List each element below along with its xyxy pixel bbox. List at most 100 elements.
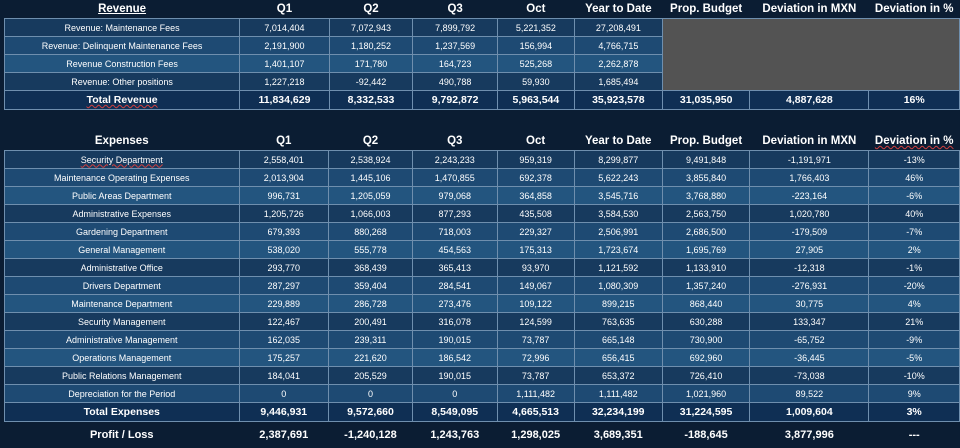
profit-loss-value: 1,298,025: [497, 422, 574, 448]
hatched-placeholder: [662, 19, 959, 91]
revenue-header-label: Oct: [526, 3, 545, 15]
value-cell: 93,970: [497, 259, 574, 277]
total-value: 32,234,199: [574, 403, 662, 422]
row-label: Operations Management: [5, 349, 240, 367]
value-cell: 186,542: [412, 349, 497, 367]
revenue-header-label: Q1: [277, 3, 292, 15]
expenses-header-label: Oct: [526, 135, 545, 147]
value-cell: 124,599: [497, 313, 574, 331]
value-cell: 868,440: [662, 295, 749, 313]
total-value: 31,224,595: [662, 403, 749, 422]
value-cell: -179,509: [750, 223, 869, 241]
row-label: Security Management: [5, 313, 240, 331]
value-cell: 239,311: [329, 331, 413, 349]
value-cell: 164,723: [413, 55, 498, 73]
value-cell: 1,766,403: [750, 169, 869, 187]
value-cell: 190,015: [412, 367, 497, 385]
revenue-header-label: Revenue: [98, 3, 146, 15]
total-value: 31,035,950: [662, 91, 749, 110]
value-cell: 156,994: [497, 37, 574, 55]
value-cell: 21%: [869, 313, 960, 331]
value-cell: 1,180,252: [329, 37, 413, 55]
value-cell: 1,111,482: [574, 385, 662, 403]
value-cell: -20%: [869, 277, 960, 295]
value-cell: 3,855,840: [662, 169, 749, 187]
expenses-header-label: Expenses: [95, 135, 149, 147]
revenue-header-cell: Oct: [497, 0, 574, 19]
value-cell: 3,584,530: [574, 205, 662, 223]
value-cell: -1,191,971: [750, 151, 869, 169]
profit-loss-label: Profit / Loss: [5, 422, 240, 448]
value-cell: 3,768,880: [662, 187, 749, 205]
profit-loss-value: 2,387,691: [239, 422, 329, 448]
value-cell: 1,205,059: [329, 187, 413, 205]
value-cell: 979,068: [412, 187, 497, 205]
value-cell: 0: [412, 385, 497, 403]
row-label: Public Areas Department: [5, 187, 240, 205]
value-cell: -73,038: [750, 367, 869, 385]
value-cell: -92,442: [329, 73, 413, 91]
row-label: Maintenance Operating Expenses: [5, 169, 240, 187]
value-cell: 2,506,991: [574, 223, 662, 241]
value-cell: -223,164: [750, 187, 869, 205]
value-cell: 538,020: [239, 241, 329, 259]
value-cell: 149,067: [497, 277, 574, 295]
expenses-header-cell: Deviation in MXN: [750, 132, 869, 151]
value-cell: 555,778: [329, 241, 413, 259]
value-cell: 2,191,900: [240, 37, 330, 55]
value-cell: 7,899,792: [413, 19, 498, 37]
row-label: Revenue: Delinquent Maintenance Fees: [5, 37, 240, 55]
expenses-header-label: Q2: [363, 135, 378, 147]
total-value: 9,446,931: [239, 403, 329, 422]
value-cell: -13%: [869, 151, 960, 169]
row-label: Revenue: Other positions: [5, 73, 240, 91]
value-cell: 359,404: [329, 277, 413, 295]
value-cell: 1,445,106: [329, 169, 413, 187]
row-label: Drivers Department: [5, 277, 240, 295]
value-cell: -65,752: [750, 331, 869, 349]
profit-loss-value: -188,645: [662, 422, 749, 448]
profit-loss-value: ---: [869, 422, 960, 448]
value-cell: 692,378: [497, 169, 574, 187]
total-value: 4,887,628: [750, 91, 869, 110]
value-cell: -6%: [869, 187, 960, 205]
total-label: Total Expenses: [5, 403, 240, 422]
value-cell: 8,299,877: [574, 151, 662, 169]
value-cell: 2,243,233: [412, 151, 497, 169]
value-cell: 40%: [869, 205, 960, 223]
revenue-header-cell: Prop. Budget: [662, 0, 749, 19]
value-cell: 2,686,500: [662, 223, 749, 241]
total-label: Total Revenue: [5, 91, 240, 110]
value-cell: 3,545,716: [574, 187, 662, 205]
value-cell: 365,413: [412, 259, 497, 277]
value-cell: 1,133,910: [662, 259, 749, 277]
value-cell: 877,293: [412, 205, 497, 223]
value-cell: -276,931: [750, 277, 869, 295]
revenue-header-cell: Q3: [413, 0, 498, 19]
row-label: Administrative Management: [5, 331, 240, 349]
expenses-header-cell: Deviation in %: [869, 132, 960, 151]
revenue-header-cell: Deviation in MXN: [750, 0, 869, 19]
value-cell: 1,066,003: [329, 205, 413, 223]
value-cell: -7%: [869, 223, 960, 241]
value-cell: 46%: [869, 169, 960, 187]
value-cell: 1,111,482: [497, 385, 574, 403]
total-value: 3%: [869, 403, 960, 422]
profit-loss-value: 3,877,996: [750, 422, 869, 448]
value-cell: 0: [239, 385, 329, 403]
value-cell: 364,858: [497, 187, 574, 205]
total-value: 35,923,578: [574, 91, 662, 110]
value-cell: 286,728: [329, 295, 413, 313]
expenses-header-label: Q3: [447, 135, 462, 147]
